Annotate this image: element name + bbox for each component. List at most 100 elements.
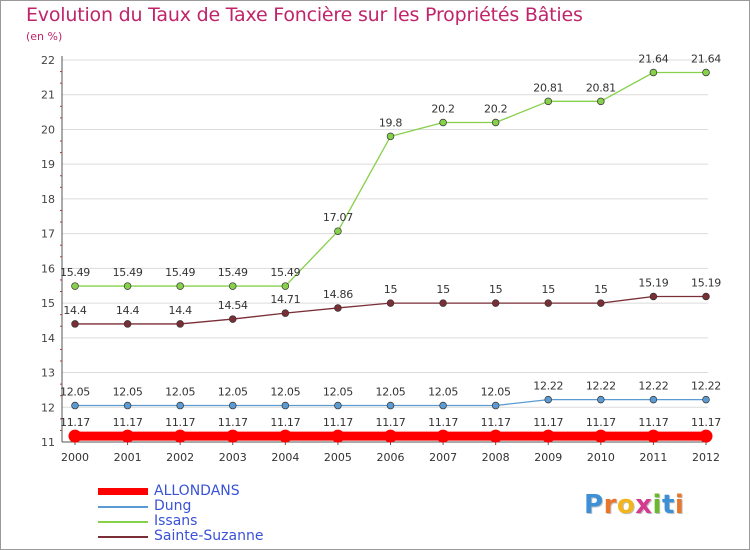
data-label: 14.86: [323, 288, 353, 301]
data-label: 20.81: [586, 81, 616, 94]
data-label: 12.22: [638, 380, 668, 393]
data-label: 20.81: [533, 81, 563, 94]
x-tick-label: 2011: [639, 451, 667, 464]
data-label: 11.17: [218, 416, 248, 429]
data-label: 14.71: [270, 293, 300, 306]
x-tick-label: 2002: [166, 451, 194, 464]
data-point: [123, 320, 132, 328]
data-point: [173, 429, 187, 443]
data-label: 15: [542, 283, 556, 296]
y-tick-label: 21: [41, 89, 55, 102]
legend-label-dung: Dung: [154, 498, 192, 514]
data-label: 12.22: [533, 380, 563, 393]
data-point: [699, 429, 713, 443]
data-point: [489, 429, 503, 443]
data-point: [281, 309, 290, 317]
data-label: 15.49: [60, 266, 90, 279]
x-tick-label: 2000: [61, 451, 89, 464]
y-tick-label: 17: [41, 228, 55, 241]
data-point: [229, 401, 237, 410]
data-point: [594, 429, 608, 443]
data-point: [176, 320, 184, 328]
data-label: 12.05: [481, 386, 511, 399]
data-point: [71, 401, 79, 410]
data-point: [281, 401, 290, 410]
legend-swatch-sainte-suzanne: [98, 536, 148, 538]
data-point: [71, 320, 79, 328]
data-label: 11.17: [428, 416, 458, 429]
data-point: [384, 429, 397, 443]
data-label: 15.49: [165, 266, 195, 279]
data-point: [71, 282, 79, 290]
x-tick-label: 2007: [429, 451, 457, 464]
data-point: [386, 132, 395, 141]
chart-title: Evolution du Taux de Taxe Foncière sur l…: [26, 4, 583, 26]
data-label: 11.17: [165, 416, 195, 429]
data-point: [544, 395, 552, 404]
data-point: [229, 315, 237, 323]
data-point: [649, 68, 658, 77]
legend-label-sainte-suzanne: Sainte-Suzanne: [154, 528, 264, 544]
data-label: 15.49: [113, 266, 143, 279]
data-label: 11.17: [691, 416, 721, 429]
data-point: [491, 118, 500, 127]
data-label: 11.17: [481, 416, 511, 429]
data-point: [334, 401, 342, 410]
data-point: [649, 395, 658, 404]
data-point: [439, 401, 447, 410]
legend-swatch-dung: [98, 506, 148, 508]
data-label: 19.8: [379, 116, 403, 129]
data-label: 15.49: [218, 266, 248, 279]
logo-letter: t: [661, 490, 675, 520]
data-point: [439, 299, 447, 307]
logo-letter: r: [603, 490, 617, 520]
data-label: 15: [594, 283, 608, 296]
data-label: 11.17: [60, 416, 90, 429]
y-tick-label: 19: [41, 158, 55, 171]
data-label: 11.17: [323, 416, 353, 429]
logo-letter: P: [584, 490, 604, 520]
data-label: 11.17: [113, 416, 143, 429]
logo-letter: i: [652, 490, 662, 520]
data-point: [702, 395, 710, 404]
data-label: 15: [384, 283, 398, 296]
data-point: [176, 282, 184, 290]
data-point: [597, 395, 605, 404]
y-tick-label: 14: [41, 332, 55, 345]
y-tick-label: 16: [41, 262, 55, 275]
data-label: 12.05: [218, 386, 248, 399]
data-label: 15: [436, 283, 450, 296]
data-point: [436, 429, 450, 443]
unit-label: (en %): [26, 30, 63, 43]
logo-letter: o: [616, 490, 636, 520]
data-point: [544, 299, 552, 307]
legend-label-issans: Issans: [154, 513, 198, 529]
data-point: [491, 299, 500, 307]
y-tick-label: 13: [41, 367, 55, 380]
y-tick-label: 22: [41, 54, 55, 67]
x-tick-label: 2012: [692, 451, 720, 464]
x-tick-label: 2003: [219, 451, 247, 464]
data-point: [68, 429, 82, 443]
data-label: 21.64: [691, 53, 721, 66]
data-point: [176, 401, 184, 410]
data-point: [123, 401, 132, 410]
x-tick-label: 2008: [482, 451, 510, 464]
data-label: 14.54: [218, 299, 248, 312]
x-tick-label: 2001: [114, 451, 142, 464]
data-label: 20.2: [484, 103, 507, 116]
y-tick-label: 12: [41, 401, 55, 414]
proxiti-logo: Proxiti: [584, 490, 684, 520]
x-tick-label: 2010: [587, 451, 615, 464]
legend-label-allondans: ALLONDANS: [154, 483, 240, 499]
data-label: 14.4: [169, 304, 193, 317]
data-label: 15.49: [270, 266, 300, 279]
data-label: 12.05: [270, 386, 300, 399]
data-point: [649, 292, 658, 301]
data-label: 11.17: [533, 416, 563, 429]
data-point: [597, 299, 605, 307]
data-point: [597, 97, 605, 106]
data-point: [702, 292, 710, 301]
data-label: 12.05: [113, 386, 143, 399]
